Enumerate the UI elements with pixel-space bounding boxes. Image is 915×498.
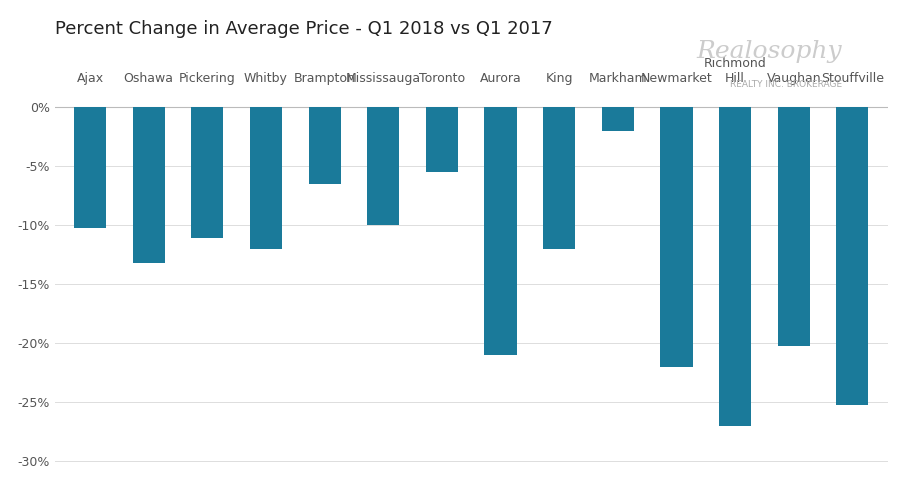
Bar [719, 108, 751, 426]
Bar [133, 108, 165, 263]
Bar [367, 108, 399, 225]
Bar [74, 108, 106, 228]
Text: Realosophy: Realosophy [696, 40, 842, 63]
Text: Percent Change in Average Price - Q1 2018 vs Q1 2017: Percent Change in Average Price - Q1 201… [55, 20, 553, 38]
Bar [544, 108, 576, 249]
Bar [250, 108, 282, 249]
Text: REALTY INC. BROKERAGE: REALTY INC. BROKERAGE [729, 80, 842, 89]
Bar [602, 108, 634, 131]
Bar [191, 108, 223, 239]
Bar [425, 108, 458, 172]
Bar [836, 108, 868, 405]
Bar [308, 108, 340, 184]
Bar [661, 108, 693, 367]
Bar [778, 108, 810, 346]
Bar [484, 108, 517, 355]
